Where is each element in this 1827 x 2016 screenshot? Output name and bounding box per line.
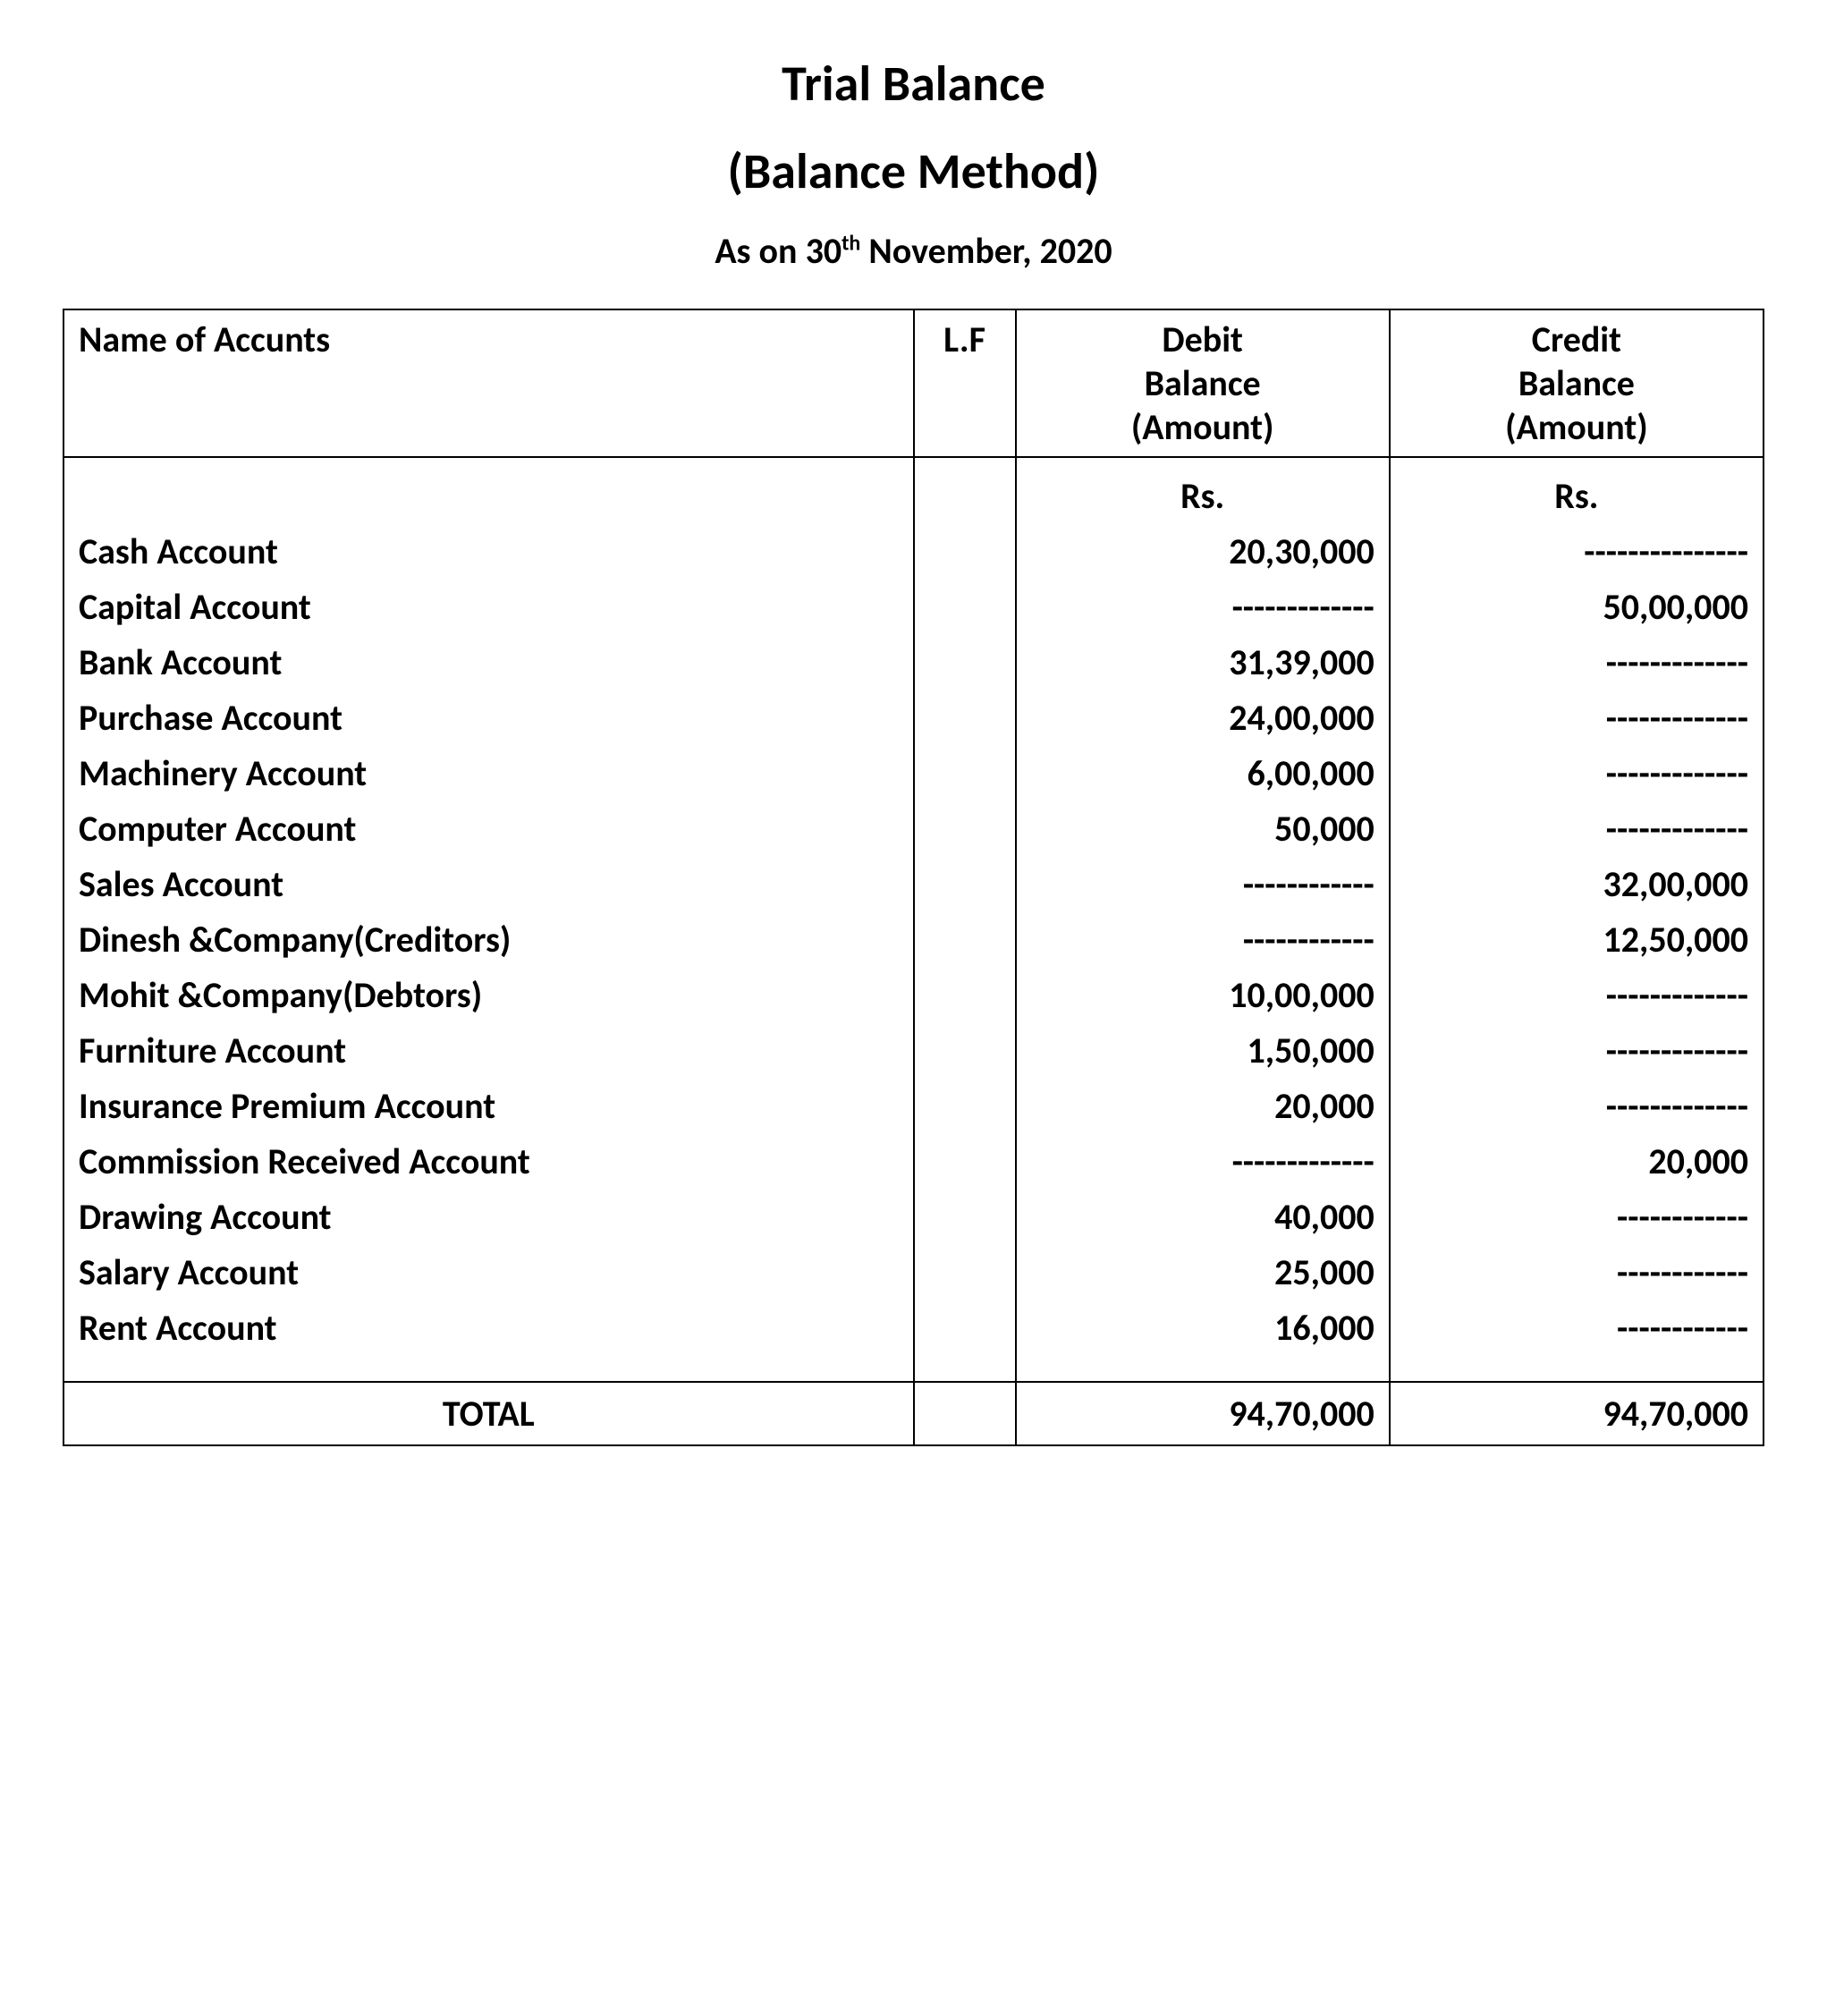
table-body-row: Cash AccountCapital AccountBank AccountP… xyxy=(63,457,1764,1382)
trial-balance-table: Name of Accunts L.F Debit Balance (Amoun… xyxy=(63,309,1764,1446)
credit-value: ------------- xyxy=(1405,690,1748,746)
date-suffix: November, 2020 xyxy=(860,229,1112,273)
page-subtitle: (Balance Method) xyxy=(63,141,1764,202)
debit-value: 25,000 xyxy=(1031,1245,1374,1300)
credit-value: ------------ xyxy=(1405,1300,1748,1356)
credit-value: ------------- xyxy=(1405,801,1748,857)
account-name: Machinery Account xyxy=(79,746,899,801)
as-on-date: As on 30th November, 2020 xyxy=(63,229,1764,273)
credit-value: ------------- xyxy=(1405,1023,1748,1079)
title-block: Trial Balance (Balance Method) As on 30t… xyxy=(63,54,1764,273)
account-name: Purchase Account xyxy=(79,690,899,746)
col-header-lf: L.F xyxy=(914,309,1016,457)
credit-cell: Rs. ---------------50,00,000------------… xyxy=(1390,457,1764,1382)
debit-value: 6,00,000 xyxy=(1031,746,1374,801)
credit-value: ------------- xyxy=(1405,746,1748,801)
credit-value: 20,000 xyxy=(1405,1134,1748,1190)
account-name: Commission Received Account xyxy=(79,1134,899,1190)
col-header-name: Name of Accunts xyxy=(63,309,914,457)
table-header-row: Name of Accunts L.F Debit Balance (Amoun… xyxy=(63,309,1764,457)
col-credit-l1: Credit xyxy=(1405,318,1748,361)
account-name: Salary Account xyxy=(79,1245,899,1300)
debit-value: ------------ xyxy=(1031,912,1374,968)
total-debit: 94,70,000 xyxy=(1016,1382,1390,1445)
debit-value: 20,000 xyxy=(1031,1079,1374,1134)
account-name: Sales Account xyxy=(79,857,899,912)
debit-cell: Rs. 20,30,000-------------31,39,00024,00… xyxy=(1016,457,1390,1382)
col-debit-l1: Debit xyxy=(1031,318,1374,361)
account-name: Dinesh &Company(Creditors) xyxy=(79,912,899,968)
credit-value: 50,00,000 xyxy=(1405,580,1748,635)
credit-value: --------------- xyxy=(1405,524,1748,580)
debit-value: 16,000 xyxy=(1031,1300,1374,1356)
credit-value: ------------- xyxy=(1405,968,1748,1023)
debit-value: 24,00,000 xyxy=(1031,690,1374,746)
account-name: Furniture Account xyxy=(79,1023,899,1079)
account-name: Insurance Premium Account xyxy=(79,1079,899,1134)
total-row: TOTAL 94,70,000 94,70,000 xyxy=(63,1382,1764,1445)
col-header-credit: Credit Balance (Amount) xyxy=(1390,309,1764,457)
credit-value: 32,00,000 xyxy=(1405,857,1748,912)
account-name: Cash Account xyxy=(79,524,899,580)
col-debit-l2: Balance xyxy=(1031,361,1374,405)
credit-value: ------------- xyxy=(1405,1079,1748,1134)
debit-value: 1,50,000 xyxy=(1031,1023,1374,1079)
credit-value: ------------- xyxy=(1405,635,1748,690)
debit-value: ------------ xyxy=(1031,857,1374,912)
debit-value: 31,39,000 xyxy=(1031,635,1374,690)
debit-value: 40,000 xyxy=(1031,1190,1374,1245)
debit-value: 50,000 xyxy=(1031,801,1374,857)
total-label: TOTAL xyxy=(63,1382,914,1445)
col-debit-l3: (Amount) xyxy=(1031,405,1374,449)
credit-value: ------------ xyxy=(1405,1245,1748,1300)
account-name: Drawing Account xyxy=(79,1190,899,1245)
date-prefix: As on 30 xyxy=(715,229,842,273)
account-name: Capital Account xyxy=(79,580,899,635)
page-title: Trial Balance xyxy=(63,54,1764,114)
account-name: Computer Account xyxy=(79,801,899,857)
names-cell: Cash AccountCapital AccountBank AccountP… xyxy=(63,457,914,1382)
col-credit-l3: (Amount) xyxy=(1405,405,1748,449)
col-credit-l2: Balance xyxy=(1405,361,1748,405)
credit-value: ------------ xyxy=(1405,1190,1748,1245)
currency-label-debit: Rs. xyxy=(1031,469,1374,524)
total-lf xyxy=(914,1382,1016,1445)
total-credit: 94,70,000 xyxy=(1390,1382,1764,1445)
account-name: Bank Account xyxy=(79,635,899,690)
debit-value: ------------- xyxy=(1031,1134,1374,1190)
debit-value: ------------- xyxy=(1031,580,1374,635)
currency-label-credit: Rs. xyxy=(1405,469,1748,524)
account-name: Rent Account xyxy=(79,1300,899,1356)
account-name: Mohit &Company(Debtors) xyxy=(79,968,899,1023)
debit-value: 20,30,000 xyxy=(1031,524,1374,580)
debit-value: 10,00,000 xyxy=(1031,968,1374,1023)
date-ordinal: th xyxy=(842,231,860,257)
credit-value: 12,50,000 xyxy=(1405,912,1748,968)
lf-cell xyxy=(914,457,1016,1382)
col-header-debit: Debit Balance (Amount) xyxy=(1016,309,1390,457)
